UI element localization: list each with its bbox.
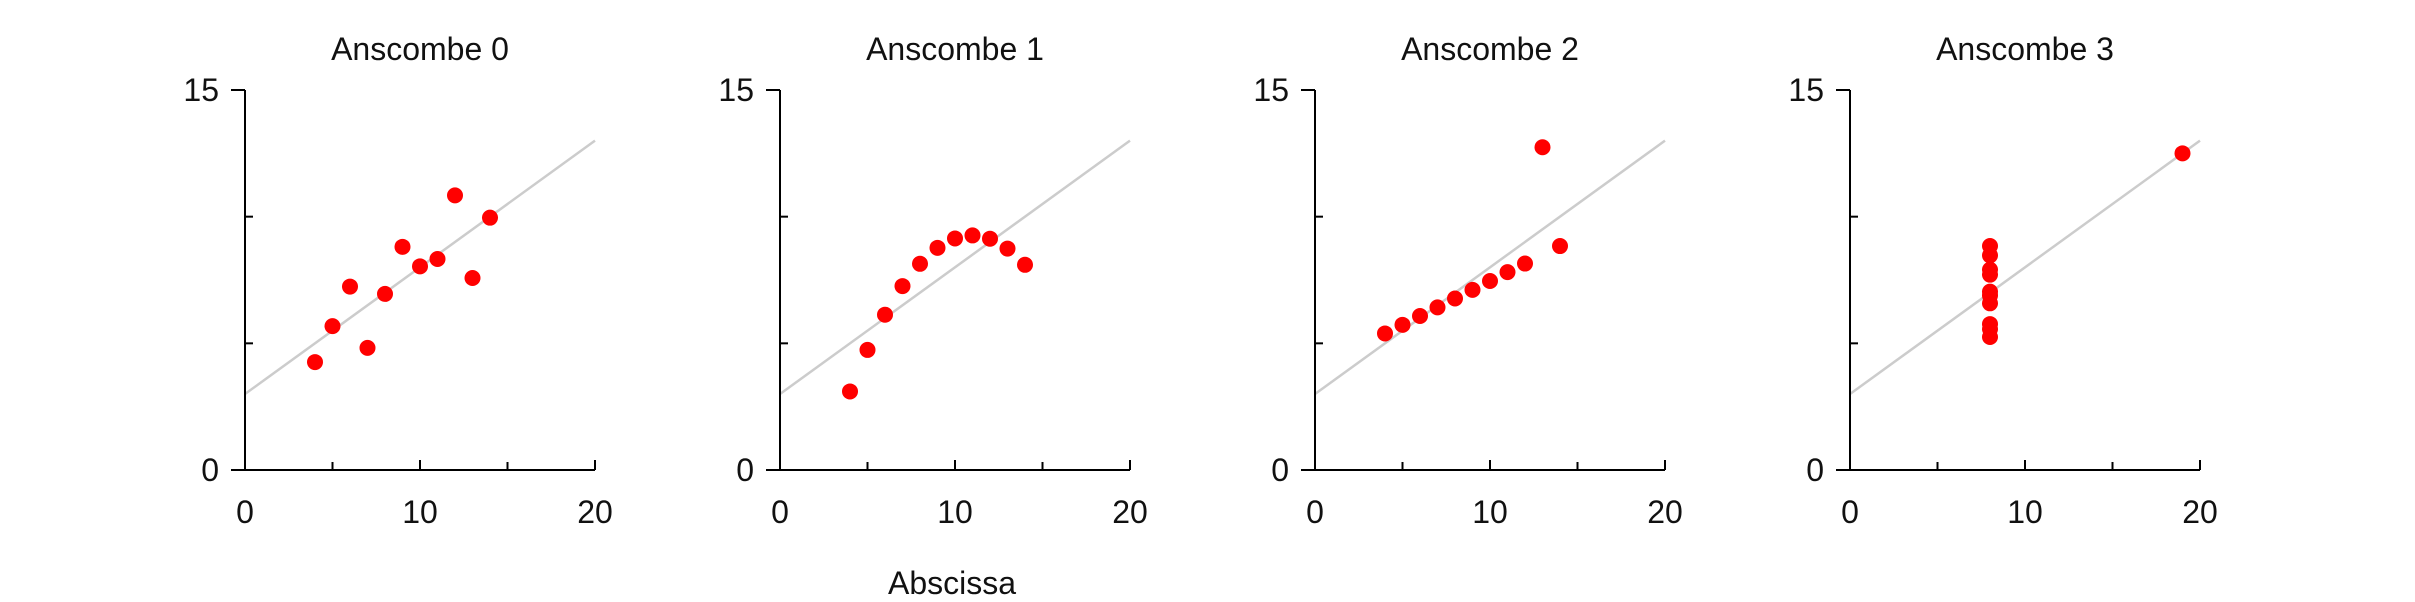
y-tick-label-3-15: 15 [1253,72,1289,108]
data-point-2-4 [929,239,946,256]
data-point-3-10 [1429,299,1446,316]
chart-title-1: Anscombe 0 [331,31,509,67]
data-point-2-8 [842,383,858,400]
data-point-1-10 [359,339,376,356]
data-point-2-2 [912,255,928,272]
data-point-1-8 [307,354,323,371]
fit-line-3 [1314,139,1666,396]
data-point-3-11 [1394,316,1411,333]
x-tick-label-3-20: 20 [1647,494,1683,530]
data-point-3-2 [1447,290,1463,307]
data-point-2-10 [894,278,911,295]
fit-line-4 [1849,139,2201,396]
x-tick-label-2-20: 20 [1112,494,1148,530]
x-tick-label-3-0: 0 [1306,494,1324,530]
y-tick-label-4-15: 15 [1788,72,1824,108]
data-point-3-7 [1412,307,1428,324]
data-point-3-8 [1377,325,1393,342]
x-axis-label: Abscissa [888,565,1016,601]
chart-title-3: Anscombe 2 [1401,31,1579,67]
x-tick-label-1-10: 10 [402,494,438,530]
data-point-2-11 [859,341,876,358]
data-point-4-5 [1982,247,1998,264]
x-tick-label-2-0: 0 [771,494,789,530]
data-point-1-5 [429,250,446,267]
data-point-3-6 [1552,238,1568,255]
data-point-2-9 [982,230,998,247]
data-point-4-11 [1982,287,1998,304]
data-point-3-1 [1482,273,1498,290]
data-point-3-4 [1464,281,1481,298]
data-point-4-9 [1982,321,1998,338]
y-tick-label-1-0: 0 [201,452,219,488]
y-tick-label-2-0: 0 [736,452,754,488]
data-point-2-6 [1017,256,1033,273]
x-tick-label-1-20: 20 [577,494,613,530]
data-point-2-3 [999,240,1016,257]
data-point-4-10 [1982,261,1998,278]
data-point-3-3 [1534,139,1551,156]
y-tick-label-2-15: 15 [718,72,754,108]
data-point-1-3 [464,269,481,286]
data-point-1-9 [447,187,463,204]
y-tick-label-1-15: 15 [183,72,219,108]
data-point-2-7 [877,306,893,323]
data-point-2-5 [964,227,981,244]
data-point-1-6 [482,209,498,226]
x-tick-label-1-0: 0 [236,494,254,530]
fit-line-2 [779,139,1131,396]
x-tick-label-2-10: 10 [937,494,973,530]
data-point-4-8 [2174,145,2191,162]
chart-title-4: Anscombe 3 [1936,31,2114,67]
data-point-2-1 [947,230,963,247]
y-tick-label-4-0: 0 [1806,452,1824,488]
x-tick-label-3-10: 10 [1472,494,1508,530]
x-tick-label-4-20: 20 [2182,494,2218,530]
data-point-3-9 [1517,255,1533,272]
data-point-1-1 [412,258,428,275]
data-point-1-2 [377,285,393,302]
data-point-3-5 [1499,264,1516,281]
y-tick-label-3-0: 0 [1271,452,1289,488]
x-tick-label-4-10: 10 [2007,494,2043,530]
data-point-1-4 [394,238,411,255]
x-tick-label-4-0: 0 [1841,494,1859,530]
data-point-1-11 [324,318,341,335]
chart-title-2: Anscombe 1 [866,31,1044,67]
data-point-1-7 [342,278,358,295]
